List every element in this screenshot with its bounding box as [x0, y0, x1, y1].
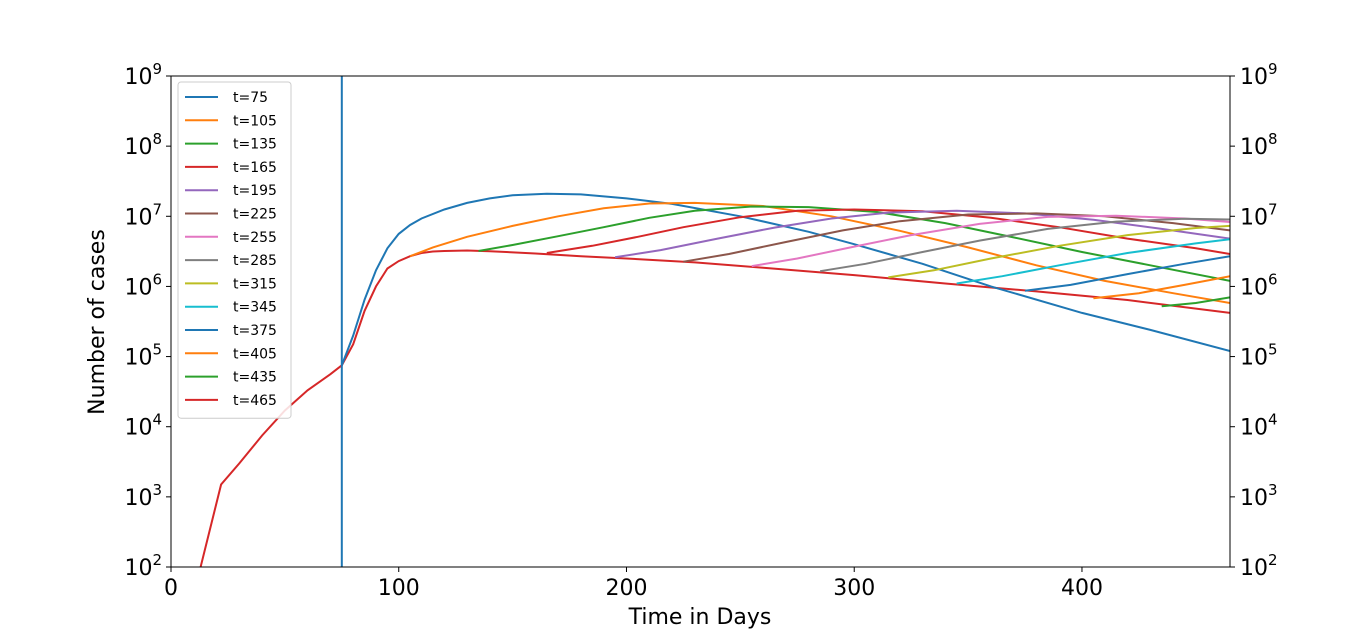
legend-label: t=195 [233, 183, 277, 199]
series-line-t-405 [1093, 275, 1230, 300]
series-line-t-255 [751, 214, 1230, 268]
legend-box [177, 81, 292, 419]
legend-label: t=285 [233, 253, 277, 269]
legend-label: t=255 [233, 230, 277, 246]
x-axis: 0 100 200 300 400 [164, 567, 1103, 601]
legend: t=75 t=105 t=135 t=165 t=195 t=225 t=255 t=285 t… [177, 81, 292, 419]
y-tick-label-right: 108 [1240, 130, 1278, 160]
y-tick-label-left: 104 [124, 411, 162, 441]
legend-label: t=105 [233, 113, 277, 129]
legend-label: t=375 [233, 323, 277, 339]
y-tick-label-left: 105 [124, 341, 162, 371]
y-axis-label: Number of cases [85, 229, 110, 415]
legend-label: t=315 [233, 276, 277, 292]
legend-label: t=405 [233, 346, 277, 362]
y-tick-label-left: 108 [124, 130, 162, 160]
x-tick-label: 400 [1061, 576, 1103, 601]
y-tick-label-right: 106 [1240, 270, 1278, 300]
series-line-t-105 [409, 201, 1230, 304]
y-axis-right: 102 103 104 105 106 107 108 109 [1230, 60, 1278, 581]
series-line-t-435 [1161, 296, 1230, 308]
x-tick-label: 300 [833, 576, 875, 601]
legend-label: t=135 [233, 137, 277, 153]
legend-label: t=165 [233, 160, 277, 176]
x-tick-label: 0 [164, 576, 178, 601]
legend-label: t=225 [233, 207, 277, 223]
y-tick-label-right: 102 [1240, 551, 1278, 581]
plot-frame [170, 75, 1231, 568]
x-axis-label: Time in Days [628, 605, 772, 630]
series-line-t-75 [340, 192, 1230, 366]
legend-label: t=75 [233, 90, 268, 106]
x-tick-label: 100 [378, 576, 420, 601]
y-tick-label-left: 103 [124, 481, 162, 511]
legend-label: t=465 [233, 393, 277, 409]
y-tick-label-right: 104 [1240, 411, 1278, 441]
x-tick-label: 200 [605, 576, 647, 601]
y-tick-label-left: 109 [124, 60, 162, 90]
y-axis-left: 102 103 104 105 106 107 108 109 [124, 60, 171, 581]
y-tick-label-left: 102 [124, 551, 162, 581]
y-tick-label-left: 107 [124, 200, 162, 230]
legend-label: t=435 [233, 370, 277, 386]
series-line-t-195 [614, 209, 1230, 259]
series-line-t-375 [1024, 255, 1230, 292]
y-tick-label-left: 106 [124, 270, 162, 300]
series-line-t-285 [819, 217, 1230, 273]
series-line-t-315 [888, 224, 1230, 279]
series-line-t-135 [478, 205, 1230, 282]
y-tick-label-right: 103 [1240, 481, 1278, 511]
legend-label: t=345 [233, 300, 277, 316]
y-tick-label-right: 105 [1240, 341, 1278, 371]
y-tick-label-right: 109 [1240, 60, 1278, 90]
y-tick-label-right: 107 [1240, 200, 1278, 230]
series-line-t-345 [956, 238, 1230, 285]
series-line-t-165 [546, 208, 1230, 255]
